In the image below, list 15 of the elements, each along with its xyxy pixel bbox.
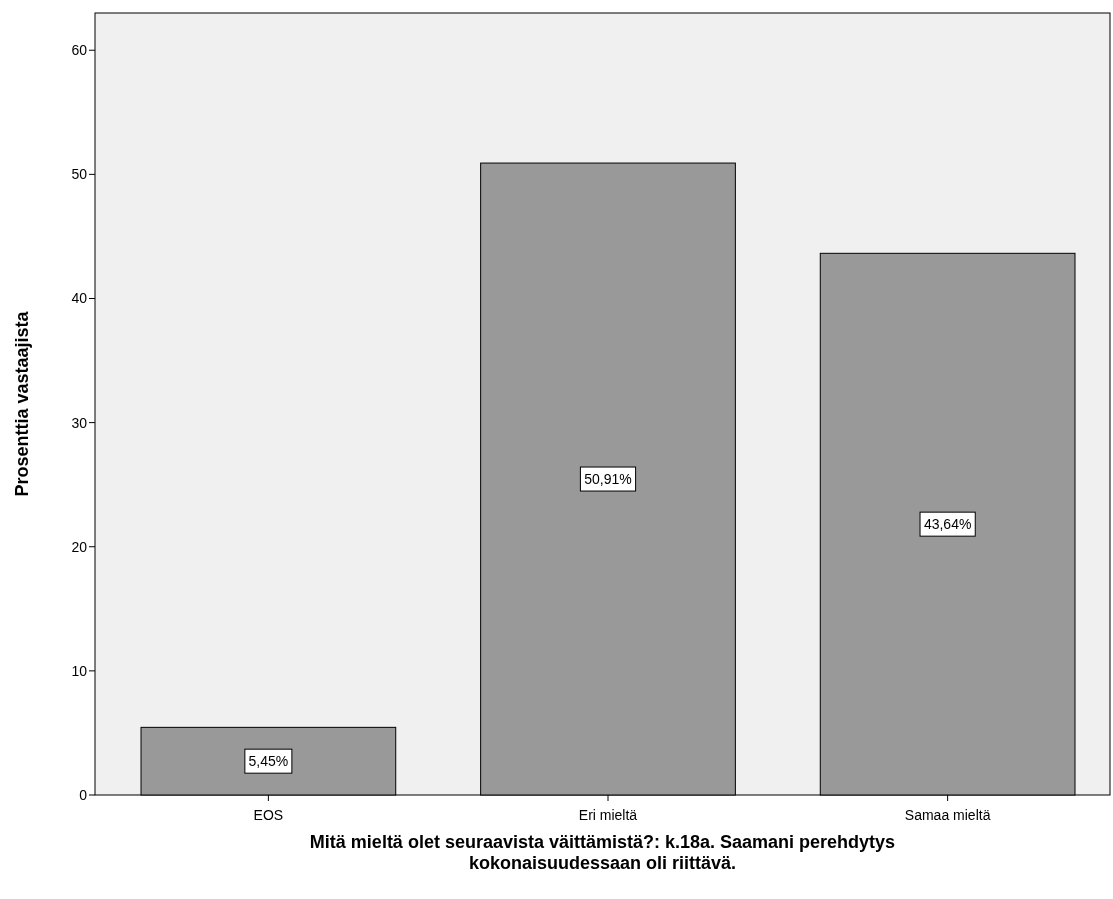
y-tick-label: 30 <box>71 414 88 431</box>
y-tick-label: 0 <box>79 787 88 803</box>
y-tick-label: 10 <box>71 662 88 679</box>
y-tick-label: 50 <box>71 166 88 183</box>
y-tick-label: 40 <box>71 290 88 307</box>
y-axis-title: Prosenttia vastaajista <box>12 310 32 497</box>
data-label: 50,91% <box>584 471 632 488</box>
data-label: 5,45% <box>248 753 289 770</box>
y-tick-label: 60 <box>71 42 88 59</box>
x-tick-label: Eri mieltä <box>578 807 638 823</box>
x-tick-label: Samaa mieltä <box>904 807 991 823</box>
x-tick-label: EOS <box>253 807 284 823</box>
y-tick-label: 20 <box>71 538 88 555</box>
data-label: 43,64% <box>923 516 972 533</box>
x-axis-title: Mitä mieltä olet seuraavista väittämistä?: k.18a. Saamani perehdytys kokonaisuudessaan oli riittävä. <box>309 832 896 873</box>
